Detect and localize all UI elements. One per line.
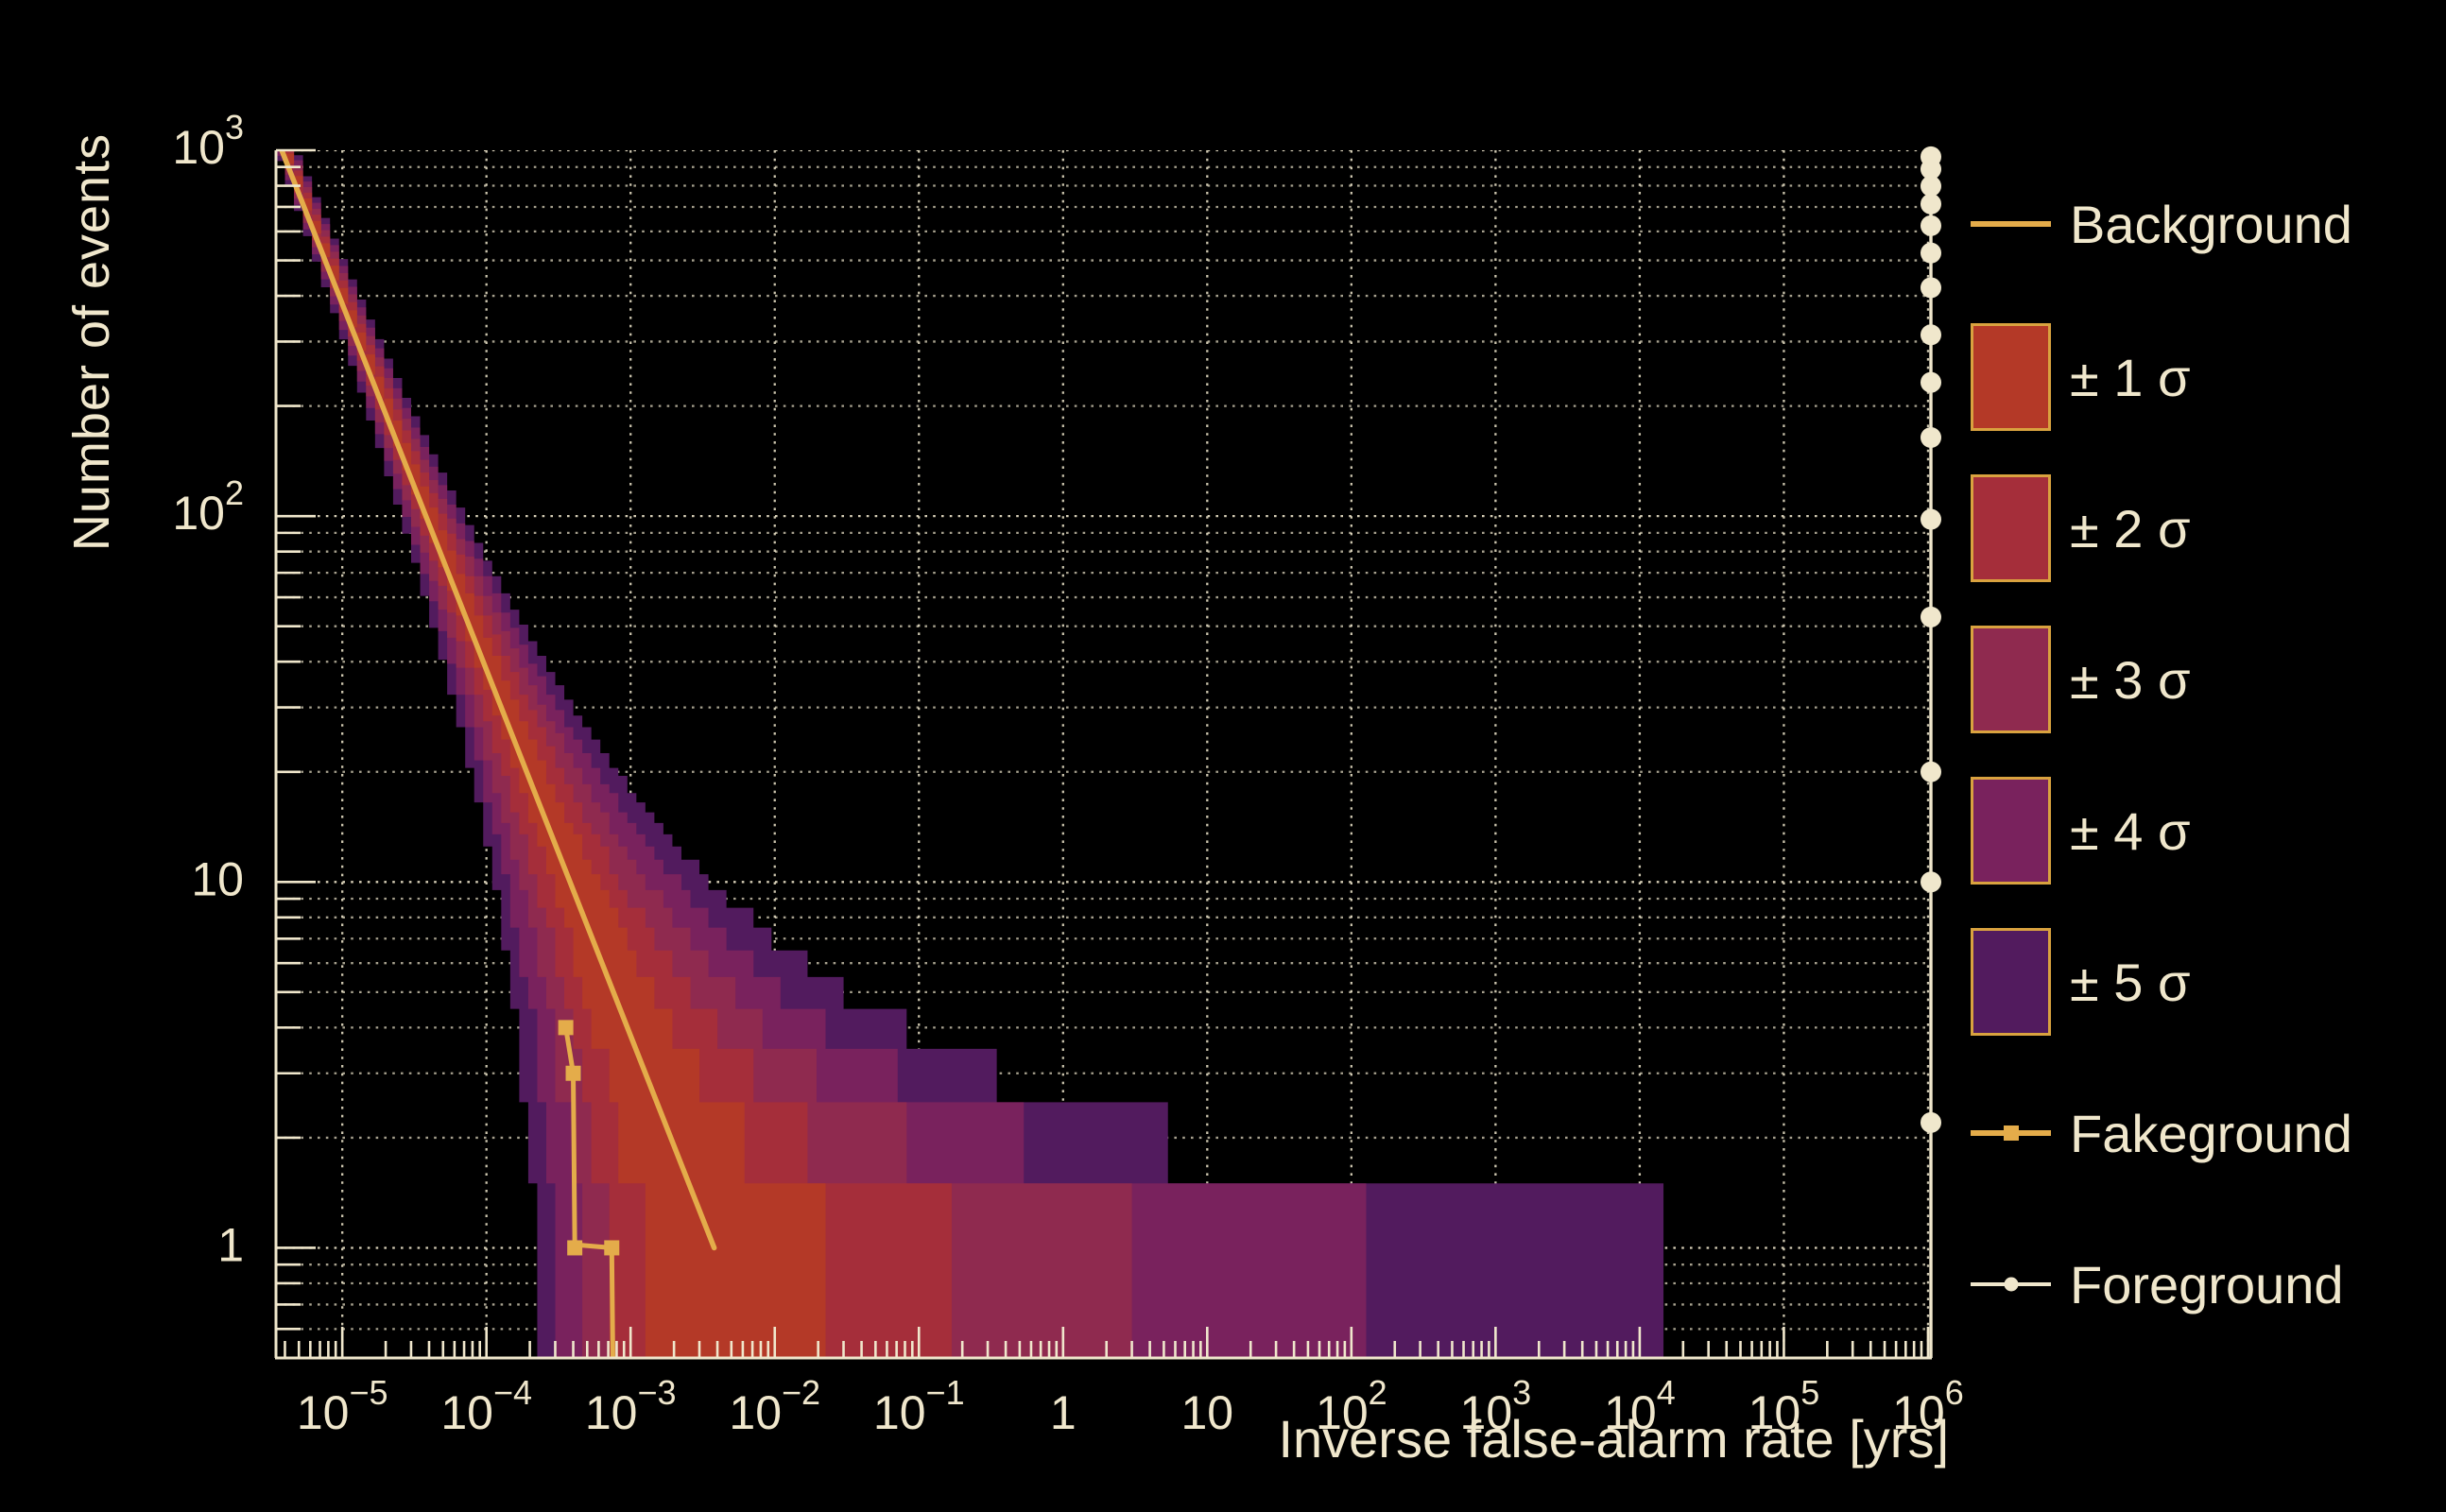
x-tick-label: 10−5 (297, 1373, 388, 1439)
fakeground-marker (558, 1020, 574, 1036)
legend-label-sigma1: ± 1 σ (2070, 347, 2191, 407)
fakeground-marker (565, 1065, 581, 1081)
fakeground-marker (567, 1240, 583, 1256)
legend-color-box (1971, 626, 2051, 733)
legend-color-box (1971, 777, 2051, 885)
dot-marker-icon (2004, 1277, 2018, 1292)
spines (274, 150, 1933, 1360)
legend-swatch-sigma3 (1971, 626, 2051, 733)
legend-entry-foreground: Foreground (1971, 1209, 2443, 1360)
legend-entry-sigma2: ± 2 σ (1971, 453, 2443, 604)
legend-swatch-sigma1 (1971, 323, 2051, 431)
y-tick-label: 103 (172, 108, 244, 174)
legend: Background ± 1 σ ± 2 σ ± 3 σ ± 4 σ ± 5 σ Fakeg… (1971, 0, 2443, 1512)
legend-entry-sigma3: ± 3 σ (1971, 604, 2443, 755)
y-tick-label: 102 (172, 473, 244, 540)
legend-label-sigma2: ± 2 σ (2070, 498, 2191, 558)
legend-color-box (1971, 474, 2051, 582)
legend-entry-sigma5: ± 5 σ (1971, 906, 2443, 1057)
y-tick-label: 10 (191, 852, 244, 905)
legend-label-sigma3: ± 3 σ (2070, 649, 2191, 710)
ticks-layer (276, 148, 1930, 1358)
x-tick-label: 1 (1050, 1386, 1077, 1439)
background-line (279, 150, 717, 1251)
y-tick-label: 1 (217, 1218, 244, 1271)
legend-label-background: Background (2070, 194, 2352, 254)
x-tick-label: 10 (1181, 1386, 1234, 1439)
x-tick-label: 10−1 (873, 1373, 965, 1439)
legend-swatch-sigma4 (1971, 777, 2051, 885)
fakeground-marker (604, 1240, 620, 1256)
legend-entry-sigma1: ± 1 σ (1971, 301, 2443, 453)
x-tick-label: 10−3 (585, 1373, 677, 1439)
legend-color-box (1971, 323, 2051, 431)
legend-label-fakeground: Fakeground (2070, 1103, 2352, 1163)
legend-entry-fakeground: Fakeground (1971, 1057, 2443, 1209)
background-line-layer (279, 150, 717, 1251)
legend-swatch-sigma2 (1971, 474, 2051, 582)
band-4sigma (276, 150, 1367, 1358)
legend-swatch-sigma5 (1971, 928, 2051, 1036)
legend-swatch-foreground (1971, 1277, 2051, 1292)
legend-line-sample (1971, 221, 2051, 227)
legend-entry-sigma4: ± 4 σ (1971, 755, 2443, 906)
y-axis-label: Number of events (63, 132, 120, 552)
square-marker-icon (2003, 1125, 2019, 1141)
legend-entry-background: Background (1971, 148, 2443, 300)
legend-color-box (1971, 928, 2051, 1036)
legend-label-sigma5: ± 5 σ (2070, 952, 2191, 1012)
legend-label-sigma4: ± 4 σ (2070, 800, 2191, 861)
band-1sigma (284, 150, 826, 1358)
fakeground-layer (558, 1020, 620, 1358)
legend-label-foreground: Foreground (2070, 1254, 2344, 1314)
sigma-bands-layer (276, 150, 1664, 1358)
legend-swatch-fakeground (1971, 1125, 2051, 1141)
x-tick-label: 10−4 (440, 1373, 532, 1439)
x-tick-label: 10−2 (729, 1373, 820, 1439)
x-axis-label: Inverse false-alarm rate [yrs] (1278, 1409, 1949, 1469)
legend-swatch-background (1971, 221, 2051, 227)
